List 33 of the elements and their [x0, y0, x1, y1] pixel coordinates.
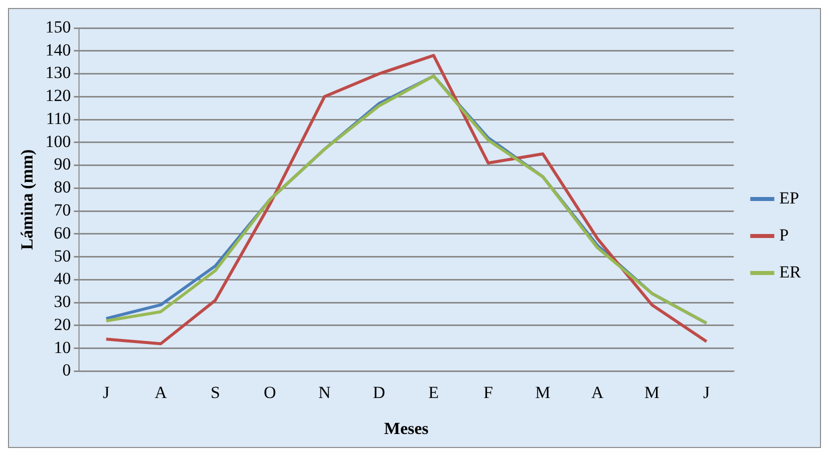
y-tick-label: 140 [45, 40, 71, 60]
x-tick-label: N [318, 382, 331, 402]
y-tick-label: 100 [45, 132, 71, 151]
y-tick-label: 10 [54, 338, 71, 357]
x-tick-label: F [483, 382, 493, 402]
x-tick-label: J [703, 382, 710, 402]
x-tick-label: S [210, 382, 220, 402]
x-tick-label: E [428, 382, 439, 402]
x-axis-title: Meses [384, 419, 429, 438]
x-tick-label: J [102, 382, 110, 402]
x-tick-label: A [154, 382, 168, 402]
x-tick-label: D [372, 382, 386, 402]
y-tick-label: 60 [54, 223, 71, 242]
y-tick-label: 120 [45, 86, 71, 106]
y-axis-title: Lámina (mm) [18, 149, 37, 250]
y-tick-label: 20 [54, 314, 71, 334]
legend-label: ER [779, 262, 802, 282]
x-tick-label: M [535, 382, 550, 402]
legend-label: EP [779, 188, 800, 208]
y-tick-label: 0 [62, 360, 71, 380]
y-tick-label: 80 [54, 178, 71, 197]
y-tick-label: 30 [54, 292, 71, 312]
legend-label: P [779, 225, 789, 244]
x-tick-label: M [644, 382, 660, 402]
x-tick-label: O [264, 382, 276, 402]
y-tick-label: 110 [46, 108, 71, 128]
y-tick-label: 130 [45, 63, 71, 82]
y-tick-label: 50 [54, 246, 71, 266]
y-tick-label: 150 [45, 17, 71, 36]
y-tick-label: 90 [54, 154, 71, 174]
y-tick-label: 70 [54, 200, 71, 220]
y-tick-label: 40 [54, 269, 71, 288]
x-tick-label: A [591, 382, 604, 402]
